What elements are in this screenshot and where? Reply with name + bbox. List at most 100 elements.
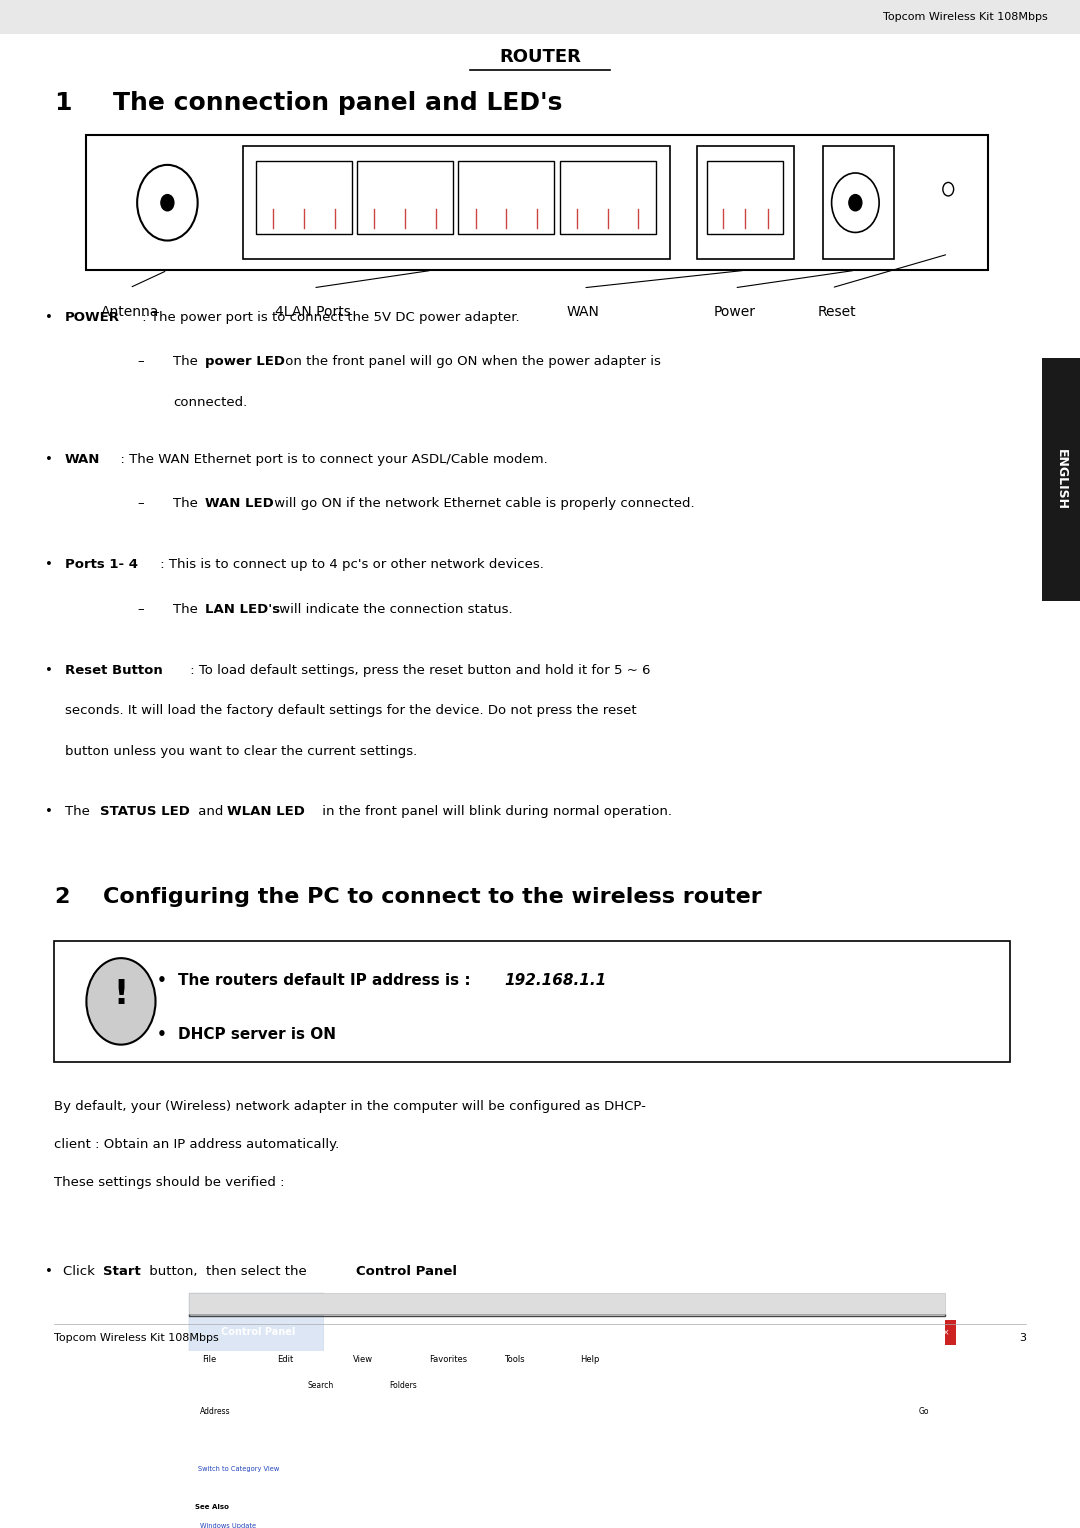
Circle shape xyxy=(201,1323,216,1342)
Text: Antenna: Antenna xyxy=(100,306,159,319)
Bar xyxy=(913,1320,932,1345)
Bar xyxy=(907,1401,940,1421)
Text: will go ON if the network Ethernet cable is properly connected.: will go ON if the network Ethernet cable… xyxy=(270,497,694,510)
Text: Go: Go xyxy=(918,1407,929,1416)
Text: button,  then select the: button, then select the xyxy=(145,1265,311,1277)
Text: •: • xyxy=(157,973,167,989)
Text: •: • xyxy=(44,663,53,677)
Circle shape xyxy=(200,1374,217,1397)
Bar xyxy=(243,147,670,260)
Text: 192.168.1.1: 192.168.1.1 xyxy=(504,973,607,989)
Text: !: ! xyxy=(113,978,129,1012)
Bar xyxy=(889,1320,908,1345)
Text: 2: 2 xyxy=(54,888,69,908)
Text: –: – xyxy=(137,602,144,616)
Text: Folders: Folders xyxy=(389,1381,417,1389)
Bar xyxy=(189,1349,945,1371)
Text: –: – xyxy=(137,356,144,368)
Bar xyxy=(0,0,1080,34)
Text: ROUTER: ROUTER xyxy=(499,47,581,66)
Text: on the front panel will go ON when the power adapter is: on the front panel will go ON when the p… xyxy=(281,356,661,368)
Bar xyxy=(86,134,988,270)
Text: ENGLISH: ENGLISH xyxy=(1054,449,1068,510)
Bar xyxy=(256,160,352,234)
Text: 1: 1 xyxy=(54,90,71,115)
Text: □: □ xyxy=(919,1328,926,1337)
Text: Configuring the PC to connect to the wireless router: Configuring the PC to connect to the wir… xyxy=(103,888,761,908)
Text: Tools: Tools xyxy=(504,1355,525,1365)
Circle shape xyxy=(161,194,174,211)
Text: seconds. It will load the factory default settings for the device. Do not press : seconds. It will load the factory defaul… xyxy=(65,704,636,717)
Bar xyxy=(189,1400,945,1423)
Text: –: – xyxy=(896,1328,901,1337)
Text: The connection panel and LED's: The connection panel and LED's xyxy=(113,90,563,115)
Text: View: View xyxy=(353,1355,374,1365)
Text: Topcom Wireless Kit 108Mbps: Topcom Wireless Kit 108Mbps xyxy=(882,12,1048,21)
Bar xyxy=(823,147,894,260)
Text: •: • xyxy=(44,805,53,819)
Text: Start: Start xyxy=(103,1265,140,1277)
Bar xyxy=(324,1293,945,1423)
Text: Windows Update: Windows Update xyxy=(200,1523,256,1528)
Text: WLAN LED: WLAN LED xyxy=(227,805,305,819)
Bar xyxy=(189,1316,945,1349)
Text: •: • xyxy=(157,1027,167,1042)
Text: LAN LED's: LAN LED's xyxy=(205,602,281,616)
Text: : The WAN Ethernet port is to connect your ASDL/Cable modem.: : The WAN Ethernet port is to connect yo… xyxy=(112,452,548,466)
Text: Control Panel: Control Panel xyxy=(221,1328,296,1337)
Text: •: • xyxy=(44,558,53,571)
Text: •: • xyxy=(44,1265,53,1277)
Circle shape xyxy=(849,194,862,211)
Text: : To load default settings, press the reset button and hold it for 5 ~ 6: : To load default settings, press the re… xyxy=(186,663,650,677)
Text: Ports 1- 4: Ports 1- 4 xyxy=(65,558,138,571)
Text: power LED: power LED xyxy=(205,356,285,368)
Text: ◄: ◄ xyxy=(206,1383,211,1387)
Text: The: The xyxy=(173,356,202,368)
Bar xyxy=(697,147,794,260)
Bar xyxy=(357,160,454,234)
Text: •: • xyxy=(44,310,53,324)
Text: Favorites: Favorites xyxy=(429,1355,467,1365)
Bar xyxy=(936,1320,956,1345)
Text: Reset Button: Reset Button xyxy=(65,663,163,677)
Text: File: File xyxy=(202,1355,216,1365)
Text: Search: Search xyxy=(308,1381,334,1389)
Text: ×: × xyxy=(943,1328,949,1337)
Text: Control Panel: Control Panel xyxy=(356,1265,458,1277)
Bar xyxy=(189,1371,945,1400)
Text: button unless you want to clear the current settings.: button unless you want to clear the curr… xyxy=(65,744,417,758)
Text: Click: Click xyxy=(63,1265,98,1277)
Text: WAN LED: WAN LED xyxy=(205,497,274,510)
Text: Topcom Wireless Kit 108Mbps: Topcom Wireless Kit 108Mbps xyxy=(54,1332,219,1343)
Text: in the front panel will blink during normal operation.: in the front panel will blink during nor… xyxy=(318,805,672,819)
Text: Edit: Edit xyxy=(278,1355,294,1365)
Bar xyxy=(189,1423,324,1453)
Text: DHCP server is ON: DHCP server is ON xyxy=(178,1027,336,1042)
Text: The: The xyxy=(173,497,202,510)
Text: By default, your (Wireless) network adapter in the computer will be configured a: By default, your (Wireless) network adap… xyxy=(54,1100,646,1112)
Bar xyxy=(559,160,656,234)
Bar xyxy=(189,1293,324,1423)
Bar xyxy=(54,941,1010,1062)
Text: Help: Help xyxy=(580,1355,599,1365)
Text: –: – xyxy=(137,497,144,510)
Text: The: The xyxy=(173,602,202,616)
Bar xyxy=(1042,358,1080,602)
Text: : The power port is to connect the 5V DC power adapter.: : The power port is to connect the 5V DC… xyxy=(138,310,519,324)
Text: WAN: WAN xyxy=(65,452,100,466)
Text: The: The xyxy=(65,805,94,819)
Text: 3: 3 xyxy=(1020,1332,1026,1343)
Circle shape xyxy=(243,1374,260,1397)
Text: connected.: connected. xyxy=(173,396,247,410)
Text: POWER: POWER xyxy=(65,310,120,324)
Text: Power: Power xyxy=(714,306,755,319)
Bar xyxy=(189,1314,945,1316)
Text: These settings should be verified :: These settings should be verified : xyxy=(54,1175,284,1189)
Text: Address: Address xyxy=(200,1407,230,1416)
Text: : This is to connect up to 4 pc's or other network devices.: : This is to connect up to 4 pc's or oth… xyxy=(156,558,543,571)
Text: WAN: WAN xyxy=(567,306,599,319)
Text: client : Obtain an IP address automatically.: client : Obtain an IP address automatica… xyxy=(54,1138,339,1151)
Text: Switch to Category View: Switch to Category View xyxy=(198,1467,279,1473)
Text: Reset: Reset xyxy=(818,306,856,319)
Text: The routers default IP address is :: The routers default IP address is : xyxy=(178,973,476,989)
